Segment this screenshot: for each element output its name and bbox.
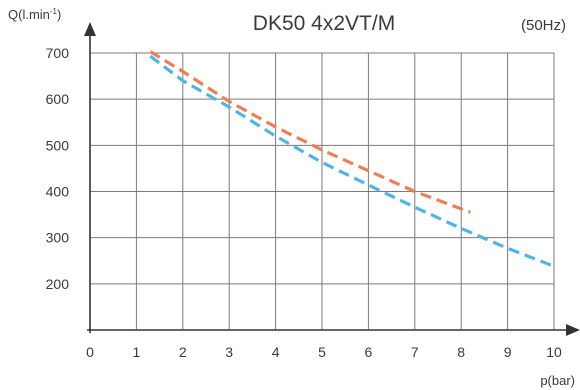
- x-tick-label-7: 7: [411, 344, 419, 360]
- y-tick-label-600: 600: [46, 91, 70, 107]
- y-tick-label-500: 500: [46, 137, 70, 153]
- x-tick-label-1: 1: [133, 344, 141, 360]
- x-axis-arrow: [566, 324, 580, 336]
- y-tick-label-300: 300: [46, 230, 70, 246]
- x-tick-label-6: 6: [365, 344, 373, 360]
- series-line-2: [149, 54, 555, 268]
- y-axis-label: Q(l.min-1): [8, 7, 61, 22]
- grid: [90, 52, 555, 330]
- chart-title: DK50 4x2VT/M: [253, 12, 395, 35]
- x-tick-label-3: 3: [225, 344, 233, 360]
- series: [149, 50, 555, 268]
- y-tick-label-200: 200: [46, 276, 70, 292]
- series-line-1: [149, 50, 472, 214]
- x-tick-label-9: 9: [504, 344, 512, 360]
- axes: [84, 22, 580, 336]
- chart-frequency-note: (50Hz): [521, 17, 566, 34]
- x-tick-label-8: 8: [457, 344, 465, 360]
- tick-labels: 0 1 2 3 4 5 6 7 8 9 10 200 300 400 500 600 700: [46, 45, 562, 360]
- x-tick-label-0: 0: [86, 344, 94, 360]
- x-tick-label-5: 5: [318, 344, 326, 360]
- x-axis-label: p(bar): [540, 373, 575, 388]
- y-tick-label-700: 700: [46, 45, 70, 61]
- y-tick-label-400: 400: [46, 184, 70, 200]
- x-tick-label-2: 2: [179, 344, 187, 360]
- y-axis-arrow: [84, 22, 96, 36]
- x-tick-label-4: 4: [272, 344, 280, 360]
- x-tick-label-10: 10: [546, 344, 562, 360]
